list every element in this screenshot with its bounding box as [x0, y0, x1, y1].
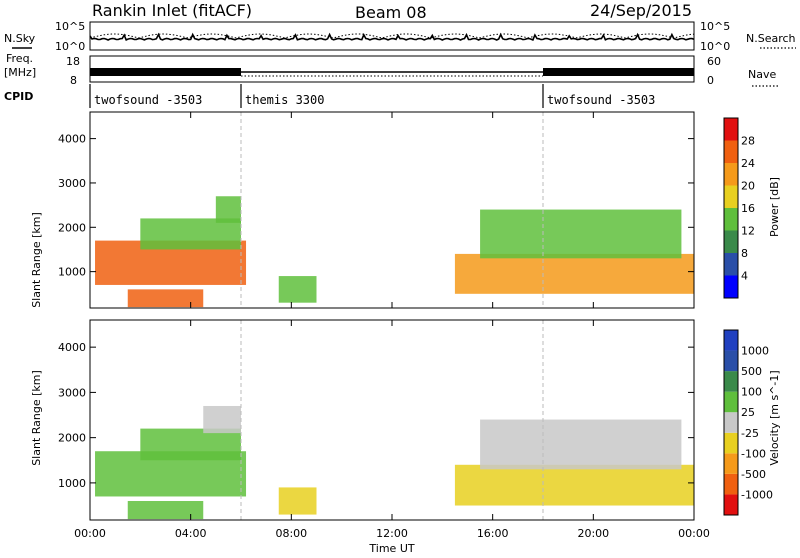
cpid-panel: twofsound -3503 themis 3300 twofsound -350… [89, 84, 655, 108]
y-tick-label: 2000 [58, 221, 86, 234]
freq-band-1 [90, 68, 241, 76]
colorbar-tick-label: -25 [741, 427, 759, 440]
nsearch-label: N.Search [746, 32, 796, 45]
noise-tick-right-high: 10^5 [700, 20, 730, 33]
x-tick-label: 08:00 [275, 527, 307, 540]
y-tick-label: 1000 [58, 266, 86, 279]
power-plot: 4000 3000 2000 1000 [58, 111, 695, 309]
cpid-mode-label: themis 3300 [245, 93, 324, 107]
colorbar-swatch [724, 453, 738, 474]
freq-tick-right-high: 60 [707, 55, 721, 68]
noise-tick-left-high: 10^5 [55, 20, 85, 33]
beam-label: Beam 08 [355, 3, 427, 22]
colorbar-swatch [724, 118, 738, 141]
colorbar-frame [723, 117, 739, 299]
echo-region [480, 419, 682, 470]
cpid-mode-label: twofsound -3503 [547, 93, 655, 107]
echo-region [203, 405, 241, 434]
colorbar-swatch [724, 230, 738, 253]
echo-region [454, 464, 694, 506]
station-title: Rankin Inlet (fitACF) [92, 1, 252, 20]
colorbar-swatch [724, 208, 738, 231]
echo-region [480, 209, 682, 259]
echo-region [127, 500, 204, 520]
power-colorbar-label: Power [dB] [768, 177, 781, 237]
nsky-label: N.Sky [4, 32, 36, 45]
echo-region [278, 487, 317, 515]
colorbar-swatch [724, 371, 738, 392]
cpid-label: CPID [4, 90, 33, 103]
velocity-colorbar: 1000 500 100 25 -25 -100 -500 -1000 [723, 329, 773, 516]
date-label: 24/Sep/2015 [590, 1, 692, 20]
y-tick-label: 1000 [58, 477, 86, 490]
echo-region [215, 196, 241, 223]
colorbar-swatch [724, 412, 738, 433]
colorbar-tick-label: -100 [741, 447, 766, 460]
colorbar-swatch [724, 275, 738, 298]
colorbar-swatch [724, 163, 738, 186]
colorbar-tick-label: 25 [741, 406, 755, 419]
y-tick-label: 4000 [58, 341, 86, 354]
echo-region [278, 276, 317, 303]
colorbar-swatch [724, 432, 738, 454]
colorbar-tick-label: 500 [741, 365, 762, 378]
colorbar-tick-label: 20 [741, 180, 755, 193]
freq-tick-left-high: 18 [66, 55, 80, 68]
nave-label: Nave [748, 68, 776, 81]
noise-traces [89, 32, 695, 41]
noise-tick-left-low: 10^0 [55, 40, 85, 53]
colorbar-tick-label: 4 [741, 270, 748, 283]
velocity-plot: 4000 3000 2000 1000 [58, 319, 695, 521]
colorbar-swatch [724, 350, 738, 372]
x-tick-label: 20:00 [577, 527, 609, 540]
echo-region [140, 218, 241, 250]
nsky-trace [89, 32, 695, 41]
echo-region [140, 428, 241, 461]
power-ylabel: Slant Range [km] [30, 212, 43, 308]
x-tick-label: 04:00 [175, 527, 207, 540]
cpid-mode-label: twofsound -3503 [94, 93, 202, 107]
freq-label: Freq. [6, 52, 33, 65]
colorbar-swatch [724, 330, 738, 351]
y-tick-label: 3000 [58, 386, 86, 399]
echo-region [454, 253, 694, 294]
colorbar-tick-label: 1000 [741, 345, 769, 358]
freq-tick-left-low: 8 [70, 74, 77, 87]
colorbar-swatch [724, 391, 738, 413]
colorbar-tick-label: 24 [741, 157, 755, 170]
colorbar-swatch [724, 185, 738, 208]
freq-tick-right-low: 0 [707, 74, 714, 87]
colorbar-tick-label: 8 [741, 247, 748, 260]
y-tick-label: 4000 [58, 133, 86, 146]
x-tick-label: 00:00 [74, 527, 106, 540]
colorbar-frame [723, 329, 739, 516]
colorbar-swatch [724, 494, 738, 515]
colorbar-tick-label: 100 [741, 386, 762, 399]
x-axis-label: Time UT [368, 542, 414, 554]
colorbar-tick-label: 28 [741, 135, 755, 148]
y-tick-label: 3000 [58, 177, 86, 190]
echo-region [127, 289, 204, 308]
colorbar-swatch [724, 473, 738, 495]
noise-tick-right-low: 10^0 [700, 40, 730, 53]
colorbar-tick-label: 12 [741, 225, 755, 238]
colorbar-swatch [724, 140, 738, 163]
colorbar-tick-label: 16 [741, 202, 755, 215]
colorbar-swatch [724, 253, 738, 276]
freq-traces [90, 68, 694, 77]
y-tick-label: 2000 [58, 432, 86, 445]
velocity-ylabel: Slant Range [km] [30, 370, 43, 466]
x-tick-label: 16:00 [477, 527, 509, 540]
freq-band-2 [543, 68, 694, 76]
colorbar-tick-label: -1000 [741, 488, 773, 501]
x-tick-label: 00:00 [678, 527, 710, 540]
power-colorbar: 28 24 20 16 12 8 4 [723, 117, 755, 299]
colorbar-tick-label: -500 [741, 468, 766, 481]
x-axis-ticks: 00:00 04:00 08:00 12:00 16:00 20:00 00:00 [74, 527, 710, 540]
x-tick-label: 12:00 [376, 527, 408, 540]
nsearch-trace [89, 33, 695, 39]
velocity-colorbar-label: Velocity [m s^-1] [768, 370, 781, 465]
freq-unit-label: [MHz] [4, 66, 36, 79]
